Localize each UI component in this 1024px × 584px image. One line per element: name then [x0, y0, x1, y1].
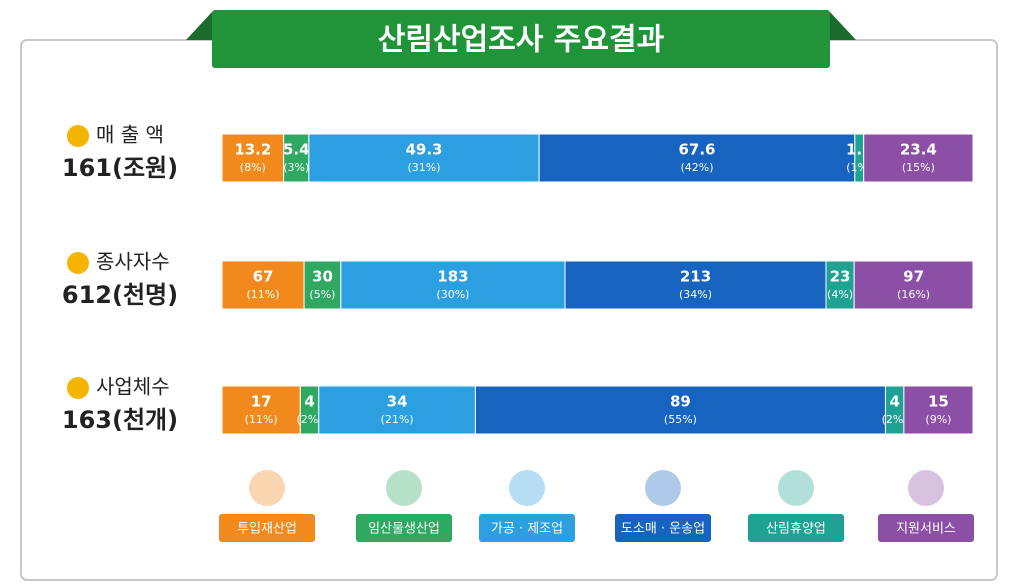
legend-icon: [778, 470, 814, 506]
title-banner: [212, 10, 830, 68]
legend-swatch: [748, 514, 844, 542]
bar-segment: [825, 260, 855, 310]
share-label: (42%): [680, 161, 713, 174]
share-label: (31%): [407, 161, 440, 174]
banner-fold: [186, 12, 212, 40]
value-label: 15: [928, 393, 949, 411]
value-label: 13.2: [234, 141, 271, 159]
share-label: (9%): [925, 413, 951, 426]
bar-segment: [221, 260, 305, 310]
value-label: 89: [670, 393, 691, 411]
bar-segment: [538, 133, 856, 183]
value-label: 4: [889, 393, 899, 411]
legend-label: 투입재산업: [237, 522, 297, 537]
bar-segment: [221, 133, 285, 183]
legend-label: 산림휴양업: [766, 522, 826, 537]
share-label: (11%): [245, 413, 278, 426]
row-icon: [67, 252, 89, 274]
category-total: 163(천개): [62, 406, 178, 434]
value-label: 97: [903, 268, 924, 286]
bar-segment: [318, 385, 476, 435]
legend-label: 임산물생산업: [368, 522, 440, 537]
bar-segment: [221, 385, 301, 435]
value-label: 213: [680, 268, 711, 286]
share-label: (5%): [309, 288, 335, 301]
category-label: 종사자수: [96, 250, 170, 274]
value-label: 23.4: [900, 141, 937, 159]
value-label: 4: [304, 393, 314, 411]
share-label: (8%): [240, 161, 266, 174]
legend-icon: [249, 470, 285, 506]
frame: [20, 39, 998, 581]
bar-segment: [564, 260, 827, 310]
legend-swatch: [615, 514, 711, 542]
value-label: 34: [387, 393, 408, 411]
bar-segment: [863, 133, 974, 183]
value-label: 30: [312, 268, 333, 286]
legend-swatch: [878, 514, 974, 542]
row-icon: [67, 377, 89, 399]
legend-icon: [908, 470, 944, 506]
bar-segment: [340, 260, 566, 310]
bar-segment: [308, 133, 540, 183]
category-label: 사업체수: [96, 375, 170, 399]
value-label: 183: [437, 268, 468, 286]
share-label: (2%): [297, 413, 323, 426]
bar-segment: [853, 260, 974, 310]
category-label: 매 출 액: [96, 123, 164, 147]
value-label: 5.4: [283, 141, 310, 159]
share-label: (11%): [247, 288, 280, 301]
bar-segment: [303, 260, 342, 310]
legend-label: 가공 · 제조업: [491, 522, 563, 537]
share-label: (4%): [827, 288, 853, 301]
value-label: 17: [251, 393, 272, 411]
banner-fold: [830, 12, 856, 40]
value-label: 67.6: [678, 141, 715, 159]
share-label: (15%): [902, 161, 935, 174]
share-label: (55%): [664, 413, 697, 426]
legend-swatch: [219, 514, 315, 542]
legend-swatch: [356, 514, 452, 542]
share-label: (3%): [283, 161, 309, 174]
bar-segment: [474, 385, 886, 435]
legend-icon: [386, 470, 422, 506]
legend-label: 도소매 · 운송업: [621, 522, 705, 537]
share-label: (34%): [679, 288, 712, 301]
legend-icon: [645, 470, 681, 506]
legend-label: 지원서비스: [896, 522, 956, 537]
share-label: (21%): [381, 413, 414, 426]
value-label: 67: [253, 268, 274, 286]
chart-title: 산림산업조사 주요결과: [378, 23, 665, 58]
share-label: (16%): [897, 288, 930, 301]
bar-segment: [903, 385, 974, 435]
share-label: (30%): [436, 288, 469, 301]
category-total: 161(조원): [62, 154, 178, 182]
category-total: 612(천명): [62, 281, 178, 309]
row-icon: [67, 125, 89, 147]
value-label: 23: [830, 268, 851, 286]
legend-swatch: [479, 514, 575, 542]
value-label: 49.3: [405, 141, 442, 159]
legend-icon: [509, 470, 545, 506]
share-label: (2%): [882, 413, 908, 426]
